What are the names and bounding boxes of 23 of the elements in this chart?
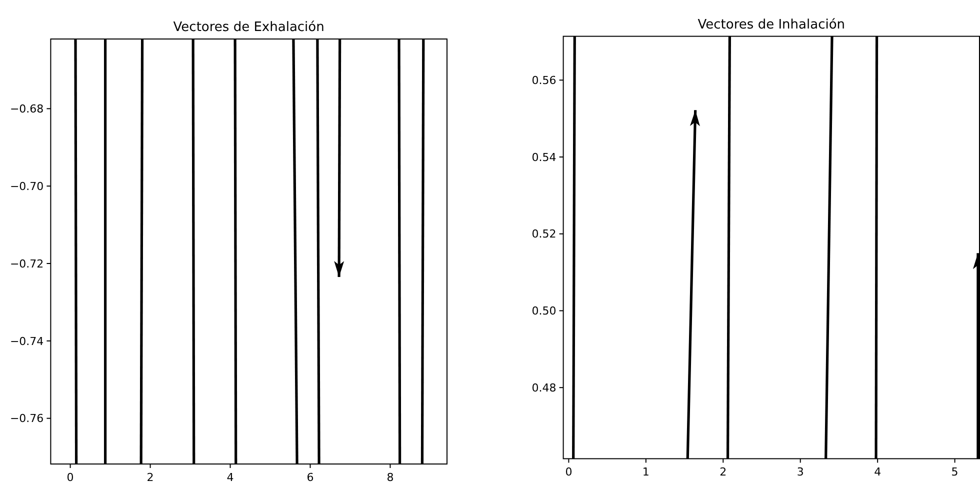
y-tick-label: 0.50	[532, 304, 556, 318]
x-tick-label: 5	[951, 466, 958, 479]
x-tick-label: 1	[642, 466, 650, 479]
x-tick-label: 4	[226, 471, 234, 484]
chart-title: Vectores de Inhalación	[698, 17, 846, 32]
y-tick-label: 0.52	[532, 228, 556, 241]
x-tick-label: 3	[796, 466, 804, 479]
y-tick-label: 0.48	[532, 381, 556, 394]
x-tick-label: 8	[386, 471, 394, 484]
x-tick-label: 2	[720, 466, 727, 479]
x-tick-label: 4	[874, 466, 882, 479]
x-tick-label: 0	[565, 466, 572, 479]
y-tick-label: −0.76	[10, 412, 44, 426]
y-tick-label: −0.70	[10, 180, 44, 193]
y-tick-label: 0.54	[532, 150, 556, 164]
chart-title: Vectores de Exhalación	[173, 20, 324, 35]
y-tick-label: 0.56	[532, 74, 556, 87]
x-tick-label: 6	[306, 471, 314, 484]
y-tick-label: −0.72	[10, 257, 44, 270]
x-tick-label: 2	[146, 471, 154, 484]
x-tick-label: 0	[66, 471, 74, 484]
y-tick-label: −0.74	[10, 334, 44, 348]
y-tick-label: −0.68	[10, 102, 44, 116]
